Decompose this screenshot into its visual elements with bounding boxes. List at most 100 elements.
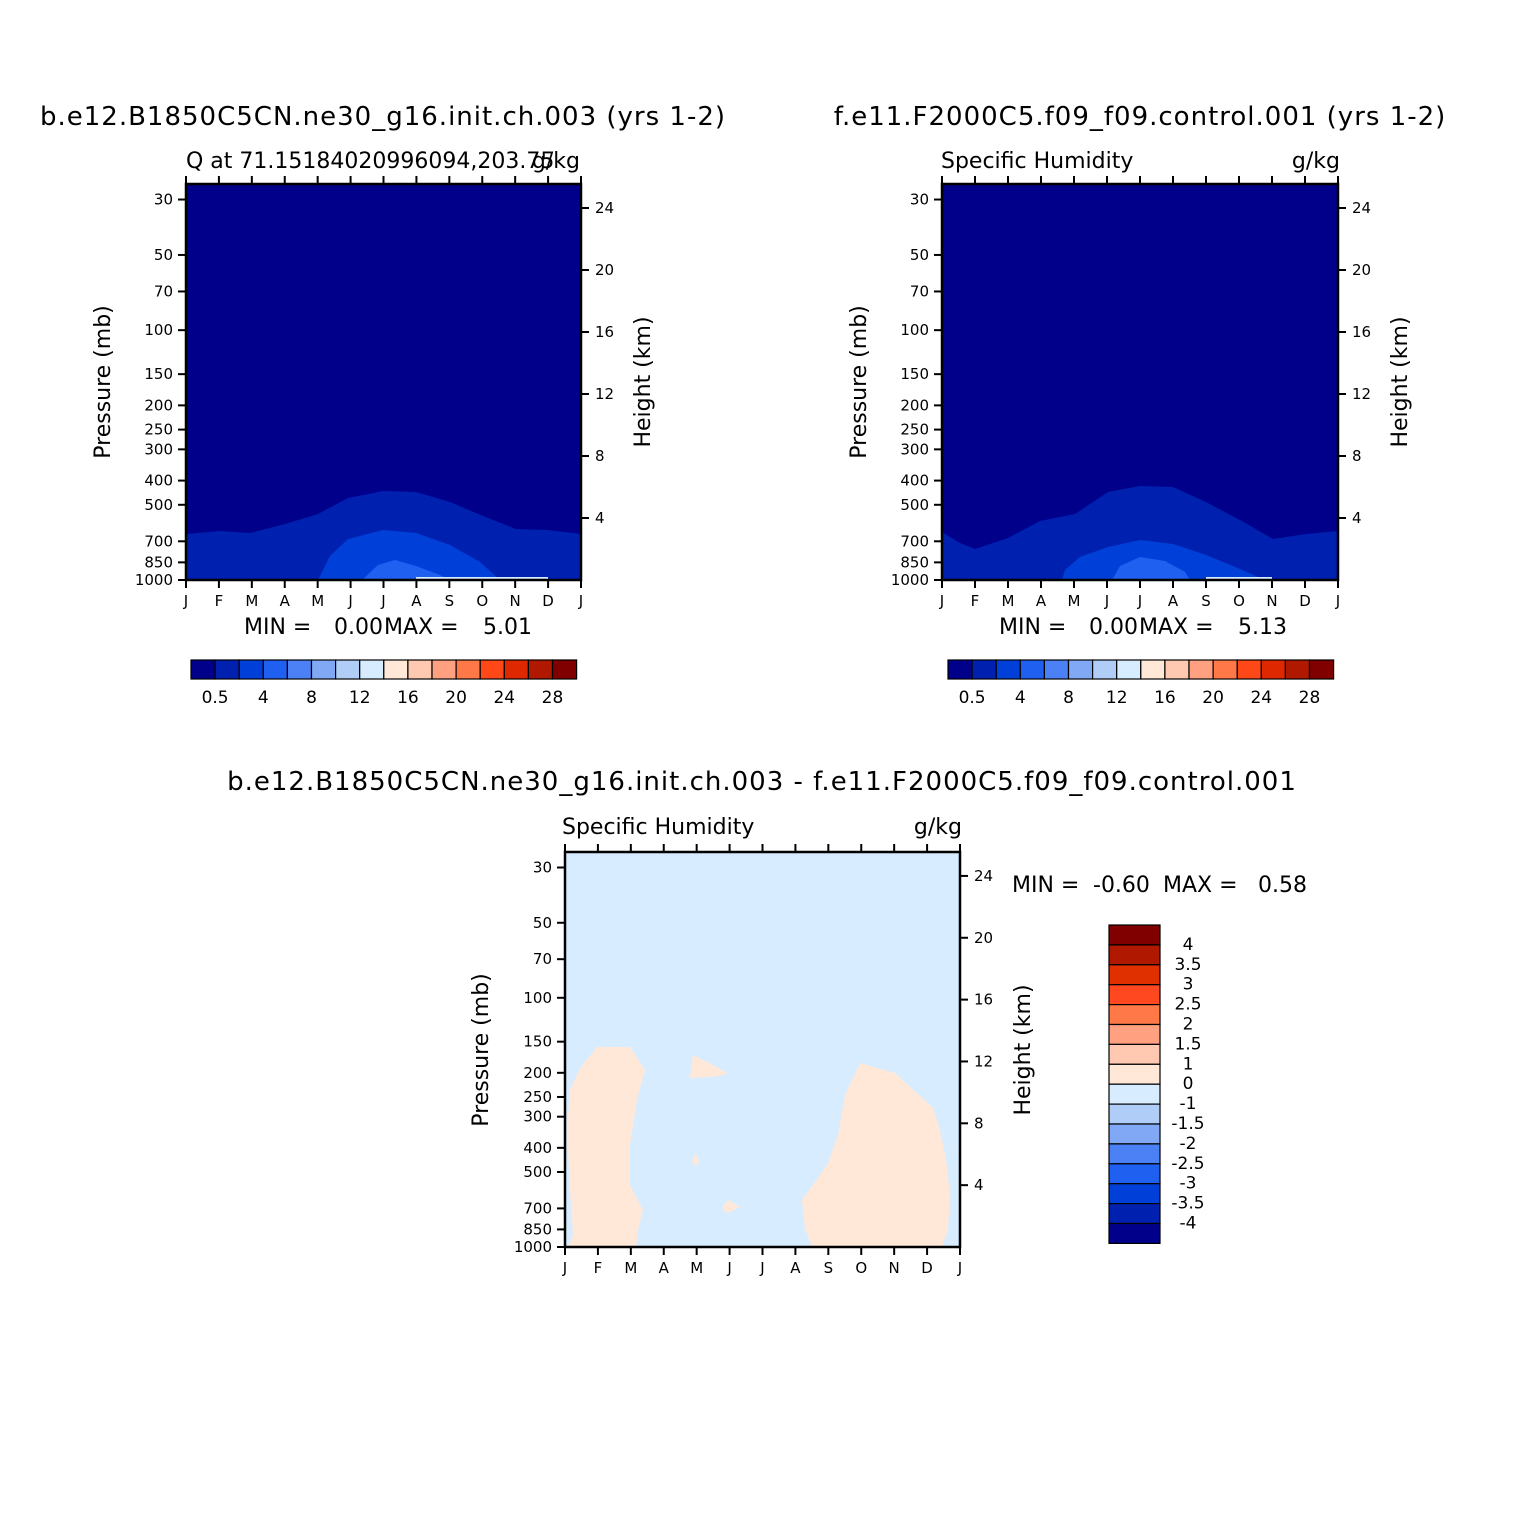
colorbar-label: 0.5 (202, 688, 229, 708)
colorbar-swatch (1108, 1143, 1161, 1165)
units-label: g/kg (1292, 149, 1340, 174)
pressure-tick-label: 850 (144, 553, 173, 571)
month-tick-label: M (624, 1259, 637, 1277)
pressure-tick-label: 150 (144, 365, 173, 383)
height-tick-label: 24 (974, 867, 993, 885)
colorbar-swatch (479, 659, 505, 680)
month-tick-label: A (411, 592, 422, 610)
pressure-tick-label: 1000 (135, 571, 173, 589)
pressure-tick-label: 500 (900, 496, 929, 514)
colorbar-swatch (1284, 659, 1311, 680)
colorbar-swatch (359, 659, 385, 680)
colorbar-swatch (1108, 944, 1161, 966)
month-tick-label: J (578, 592, 583, 610)
pressure-tick-label: 1000 (514, 1238, 552, 1256)
colorbar-swatch (1108, 1063, 1161, 1085)
month-tick-label: J (759, 1259, 764, 1277)
height-tick-label: 4 (595, 509, 605, 527)
month-tick-label: J (562, 1259, 567, 1277)
svg-text:5.13: 5.13 (1238, 615, 1287, 640)
pressure-tick-label: 70 (154, 282, 173, 300)
pressure-tick-label: 50 (154, 246, 173, 264)
colorbar-label: 24 (1250, 688, 1272, 708)
colorbar-swatch (1108, 1003, 1161, 1026)
ylabel-height: Height (km) (631, 316, 656, 447)
colorbar-label: 16 (1154, 688, 1176, 708)
colorbar-swatch (1108, 1123, 1161, 1145)
month-tick-label: J (939, 592, 944, 610)
pressure-tick-label: 300 (900, 440, 929, 458)
svg-text:MIN =: MIN = (999, 615, 1066, 640)
colorbar-swatch (995, 659, 1021, 680)
month-tick-label: J (957, 1259, 962, 1277)
month-tick-label: O (855, 1259, 867, 1277)
month-tick-label: D (542, 592, 554, 610)
colorbar-swatch (1108, 1183, 1161, 1205)
pressure-tick-label: 500 (144, 496, 173, 514)
colorbar-swatch (1108, 1103, 1161, 1125)
pressure-tick-label: 400 (144, 472, 173, 490)
colorbar-swatch (1108, 1222, 1161, 1244)
colorbar-label: 2 (1183, 1015, 1194, 1035)
colorbar-swatch (947, 659, 973, 680)
colorbar-label: -1.5 (1171, 1114, 1204, 1134)
month-tick-label: J (1104, 592, 1109, 610)
colorbar-swatch (1108, 924, 1161, 946)
contour-field (942, 184, 1338, 580)
colorbar: 0.5 4 8 12 16 20 24 28 (190, 659, 578, 708)
month-tick-label: J (1137, 592, 1142, 610)
panel-control-case: b.e12.B1850C5CN.ne30_g16.init.ch.003 (yr… (40, 102, 725, 708)
colorbar-swatch (1108, 964, 1161, 986)
pressure-tick-label: 150 (900, 365, 929, 383)
month-tick-label: S (445, 592, 455, 610)
height-tick-label: 16 (974, 991, 993, 1009)
pressure-tick-label: 70 (910, 282, 929, 300)
ylabel-pressure: Pressure (mb) (91, 305, 116, 459)
colorbar-swatch (310, 659, 337, 680)
height-tick-label: 16 (595, 323, 614, 341)
height-tick-label: 12 (974, 1052, 993, 1070)
left-title: Specific Humidity (941, 149, 1133, 174)
units-label: g/kg (532, 149, 580, 174)
colorbar-swatch (1188, 659, 1214, 680)
svg-text:0.00: 0.00 (1089, 615, 1138, 640)
height-tick-label: 4 (974, 1176, 984, 1194)
svg-text:0.00: 0.00 (334, 615, 383, 640)
height-tick-label: 4 (1352, 509, 1362, 527)
colorbar-label: 4 (1015, 688, 1026, 708)
height-tick-label: 8 (1352, 447, 1362, 465)
right-height-axis: 4 8 12 16 20 24 (960, 867, 993, 1194)
pressure-tick-label: 30 (533, 858, 552, 876)
ylabel-height: Height (km) (1011, 984, 1036, 1115)
colorbar-label: -2 (1180, 1134, 1197, 1154)
svg-text:-0.60: -0.60 (1093, 873, 1150, 898)
colorbar: 0.5 4 8 12 16 20 24 28 (947, 659, 1335, 708)
month-tick-label: A (1036, 592, 1047, 610)
colorbar-swatch (262, 659, 288, 680)
month-tick-label: M (1068, 592, 1081, 610)
colorbar-swatch (1212, 659, 1238, 680)
colorbar-swatch (190, 659, 216, 680)
colorbar-swatch (1019, 659, 1045, 680)
left-title: Q at 71.15184020996094,203.75 (186, 149, 554, 174)
colorbar-swatch (455, 659, 481, 680)
height-tick-label: 24 (595, 199, 614, 217)
colorbar-label: -2.5 (1171, 1154, 1204, 1174)
colorbar-swatch (286, 659, 313, 680)
colorbar-swatch (1067, 659, 1094, 680)
colorbar-label: 8 (1063, 688, 1074, 708)
pressure-tick-label: 250 (144, 421, 173, 439)
month-tick-label: D (1299, 592, 1311, 610)
pressure-tick-label: 700 (523, 1199, 552, 1217)
pressure-tick-label: 50 (533, 914, 552, 932)
pressure-tick-label: 100 (144, 321, 173, 339)
colorbar-label: -4 (1180, 1214, 1197, 1234)
colorbar-swatch (971, 659, 997, 680)
units-label: g/kg (914, 815, 962, 840)
month-tick-label: M (1002, 592, 1015, 610)
month-tick-label: M (311, 592, 324, 610)
svg-text:MAX =: MAX = (384, 615, 459, 640)
pressure-tick-label: 200 (523, 1064, 552, 1082)
